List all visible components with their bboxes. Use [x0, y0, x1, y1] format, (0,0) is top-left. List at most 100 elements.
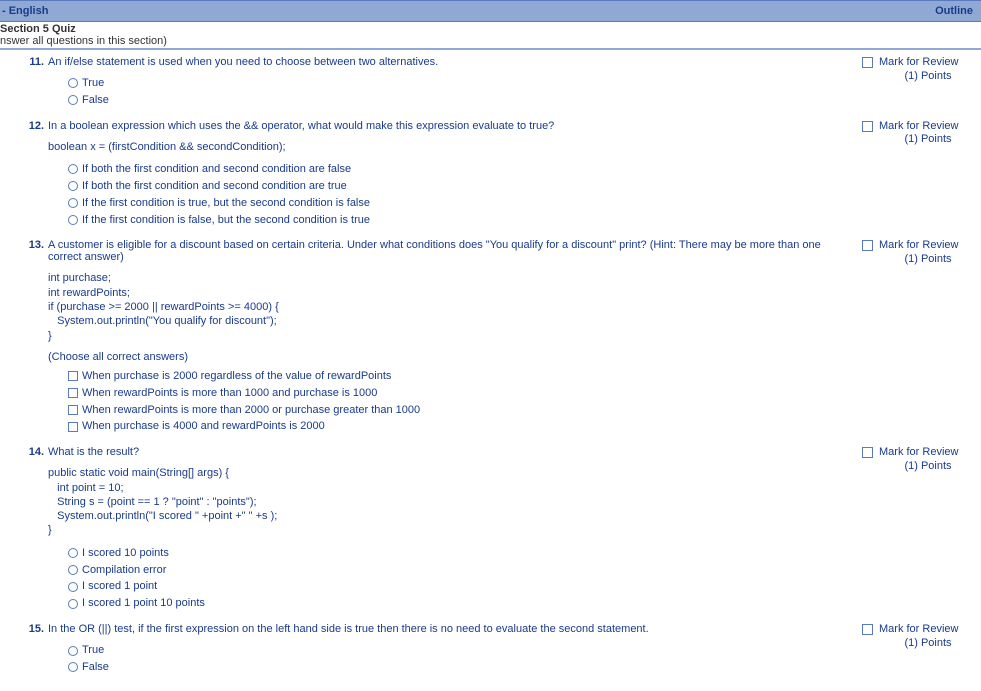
option-label: I scored 1 point 10 points	[82, 596, 205, 611]
section-subtitle: nswer all questions in this section)	[0, 35, 981, 48]
question-body: A customer is eligible for a discount ba…	[48, 239, 862, 436]
review-checkbox-icon[interactable]	[862, 240, 873, 251]
review-label: Mark for Review	[879, 446, 958, 460]
radio-icon[interactable]	[68, 215, 78, 225]
option[interactable]: False	[68, 660, 854, 675]
option-label: If both the first condition and second c…	[82, 179, 347, 194]
option[interactable]: If both the first condition and second c…	[68, 162, 854, 177]
option[interactable]: When purchase is 2000 regardless of the …	[68, 369, 854, 384]
review-column: Mark for Review(1) Points	[862, 120, 977, 146]
checkbox-icon[interactable]	[68, 388, 78, 398]
radio-icon[interactable]	[68, 78, 78, 88]
mark-for-review[interactable]: Mark for Review	[862, 239, 977, 253]
question-body: In the OR (||) test, if the first expres…	[48, 623, 862, 677]
question-text: A customer is eligible for a discount ba…	[48, 239, 854, 263]
questions-container: 11.An if/else statement is used when you…	[0, 50, 981, 691]
outline-link[interactable]: Outline	[935, 5, 973, 17]
mark-for-review[interactable]: Mark for Review	[862, 56, 977, 70]
options: When purchase is 2000 regardless of the …	[68, 369, 854, 434]
options: I scored 10 pointsCompilation errorI sco…	[68, 546, 854, 611]
review-checkbox-icon[interactable]	[862, 624, 873, 635]
question-text: What is the result?	[48, 446, 854, 458]
option-label: When rewardPoints is more than 2000 or p…	[82, 403, 420, 418]
checkbox-icon[interactable]	[68, 422, 78, 432]
question: 14.What is the result? public static void…	[0, 440, 981, 617]
mark-for-review[interactable]: Mark for Review	[862, 446, 977, 460]
review-points: (1) Points	[862, 637, 977, 649]
review-checkbox-icon[interactable]	[862, 57, 873, 68]
question-number: 13.	[0, 239, 48, 251]
review-checkbox-icon[interactable]	[862, 447, 873, 458]
question-number: 11.	[0, 56, 48, 68]
options: True False	[68, 76, 854, 108]
question-code: int purchase; int rewardPoints; if (purc…	[48, 271, 854, 342]
option-label: False	[82, 660, 109, 675]
option[interactable]: When purchase is 4000 and rewardPoints i…	[68, 419, 854, 434]
option[interactable]: True	[68, 76, 854, 91]
question-number: 15.	[0, 623, 48, 635]
option-label: True	[82, 643, 104, 658]
review-points: (1) Points	[862, 70, 977, 82]
review-label: Mark for Review	[879, 239, 958, 253]
radio-icon[interactable]	[68, 181, 78, 191]
option[interactable]: When rewardPoints is more than 2000 or p…	[68, 403, 854, 418]
option-label: If both the first condition and second c…	[82, 162, 351, 177]
radio-icon[interactable]	[68, 599, 78, 609]
question-number: 14.	[0, 446, 48, 458]
radio-icon[interactable]	[68, 565, 78, 575]
question-text: In the OR (||) test, if the first expres…	[48, 623, 854, 635]
checkbox-icon[interactable]	[68, 371, 78, 381]
option[interactable]: When rewardPoints is more than 1000 and …	[68, 386, 854, 401]
question: 12.In a boolean expression which uses th…	[0, 114, 981, 234]
option-label: When purchase is 4000 and rewardPoints i…	[82, 419, 325, 434]
option[interactable]: Compilation error	[68, 563, 854, 578]
option[interactable]: If both the first condition and second c…	[68, 179, 854, 194]
radio-icon[interactable]	[68, 646, 78, 656]
review-column: Mark for Review(1) Points	[862, 623, 977, 649]
option[interactable]: False	[68, 93, 854, 108]
radio-icon[interactable]	[68, 95, 78, 105]
review-points: (1) Points	[862, 460, 977, 472]
question: 11.An if/else statement is used when you…	[0, 50, 981, 114]
question: 15.In the OR (||) test, if the first exp…	[0, 617, 981, 681]
topbar: - English Outline	[0, 0, 981, 22]
mark-for-review[interactable]: Mark for Review	[862, 120, 977, 134]
option-label: True	[82, 76, 104, 91]
question-body: An if/else statement is used when you ne…	[48, 56, 862, 110]
option-label: When purchase is 2000 regardless of the …	[82, 369, 391, 384]
review-column: Mark for Review(1) Points	[862, 239, 977, 265]
review-column: Mark for Review(1) Points	[862, 446, 977, 472]
options: If both the first condition and second c…	[68, 162, 854, 227]
option[interactable]: I scored 1 point 10 points	[68, 596, 854, 611]
option[interactable]: I scored 10 points	[68, 546, 854, 561]
question-text: An if/else statement is used when you ne…	[48, 56, 854, 68]
review-label: Mark for Review	[879, 120, 958, 134]
question: 13.A customer is eligible for a discount…	[0, 233, 981, 440]
radio-icon[interactable]	[68, 164, 78, 174]
question-body: In a boolean expression which uses the &…	[48, 120, 862, 230]
review-points: (1) Points	[862, 253, 977, 265]
option-label: I scored 10 points	[82, 546, 169, 561]
review-column: Mark for Review(1) Points	[862, 56, 977, 82]
radio-icon[interactable]	[68, 548, 78, 558]
review-checkbox-icon[interactable]	[862, 121, 873, 132]
option[interactable]: If the first condition is true, but the …	[68, 196, 854, 211]
review-label: Mark for Review	[879, 56, 958, 70]
radio-icon[interactable]	[68, 582, 78, 592]
option[interactable]: True	[68, 643, 854, 658]
language-label[interactable]: - English	[2, 5, 48, 17]
question-number: 12.	[0, 120, 48, 132]
radio-icon[interactable]	[68, 662, 78, 672]
section-title: Section 5 Quiz	[0, 22, 981, 35]
question-body: What is the result? public static void ma…	[48, 446, 862, 613]
option[interactable]: If the first condition is false, but the…	[68, 213, 854, 228]
options: True False	[68, 643, 854, 675]
option[interactable]: I scored 1 point	[68, 579, 854, 594]
option-label: False	[82, 93, 109, 108]
option-label: When rewardPoints is more than 1000 and …	[82, 386, 377, 401]
checkbox-icon[interactable]	[68, 405, 78, 415]
question-code: public static void main(String[] args) {…	[48, 466, 854, 537]
review-points: (1) Points	[862, 133, 977, 145]
radio-icon[interactable]	[68, 198, 78, 208]
option-label: If the first condition is false, but the…	[82, 213, 370, 228]
